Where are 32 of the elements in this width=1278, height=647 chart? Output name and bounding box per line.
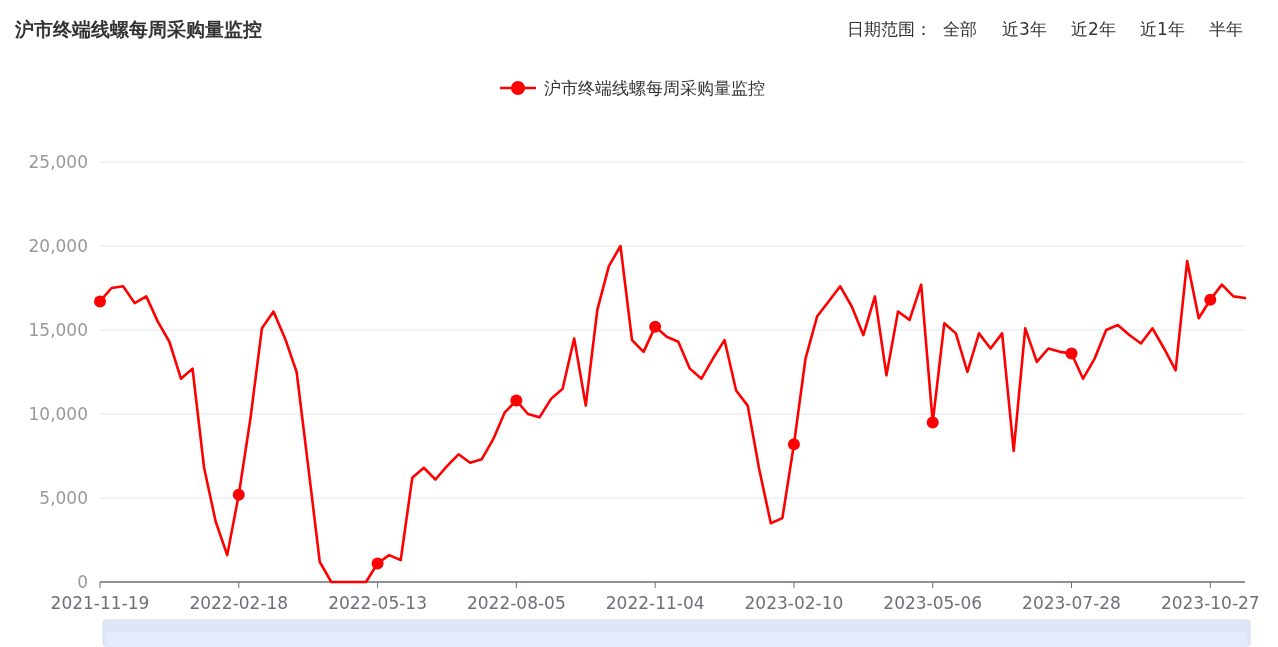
chart-title: 沪市终端线螺每周采购量监控 bbox=[14, 18, 262, 40]
x-tick-label: 2023-10-27 bbox=[1160, 593, 1260, 613]
point bbox=[1204, 293, 1217, 306]
legend-label: 沪市终端线螺每周采购量监控 bbox=[544, 77, 765, 98]
text: 近3年 bbox=[1002, 19, 1047, 39]
x-tick-label: 2023-07-28 bbox=[1022, 593, 1121, 613]
y-tick-label: 10,000 bbox=[28, 403, 88, 424]
point bbox=[1065, 347, 1078, 360]
x-tick-label: 2022-02-18 bbox=[189, 593, 289, 613]
text: 近2年 bbox=[1071, 19, 1116, 39]
x-tick-label: 2022-11-04 bbox=[605, 593, 705, 613]
y-tick-label: 15,000 bbox=[28, 319, 88, 340]
x-tick-label: 2022-05-13 bbox=[328, 593, 427, 613]
point bbox=[787, 438, 800, 451]
x-tick-label: 2023-05-06 bbox=[883, 593, 983, 613]
point bbox=[371, 557, 384, 570]
y-tick-label: 20,000 bbox=[28, 235, 88, 256]
text: 半年 bbox=[1209, 19, 1243, 39]
point bbox=[94, 295, 106, 308]
point bbox=[926, 416, 939, 429]
text: 近1年 bbox=[1140, 19, 1185, 39]
text: 日期范围： bbox=[847, 19, 932, 39]
x-tick-label: 2023-02-10 bbox=[744, 593, 844, 613]
x-tick-label: 2021-11-19 bbox=[50, 593, 150, 613]
point bbox=[232, 488, 245, 501]
y-tick-label: 5,000 bbox=[39, 487, 88, 508]
point bbox=[649, 320, 662, 333]
y-tick-label: 0 bbox=[77, 571, 88, 592]
x-tick-label: 2022-08-05 bbox=[466, 593, 566, 613]
y-tick-label: 25,000 bbox=[28, 151, 88, 172]
text: 全部 bbox=[943, 19, 977, 39]
point bbox=[510, 394, 523, 407]
